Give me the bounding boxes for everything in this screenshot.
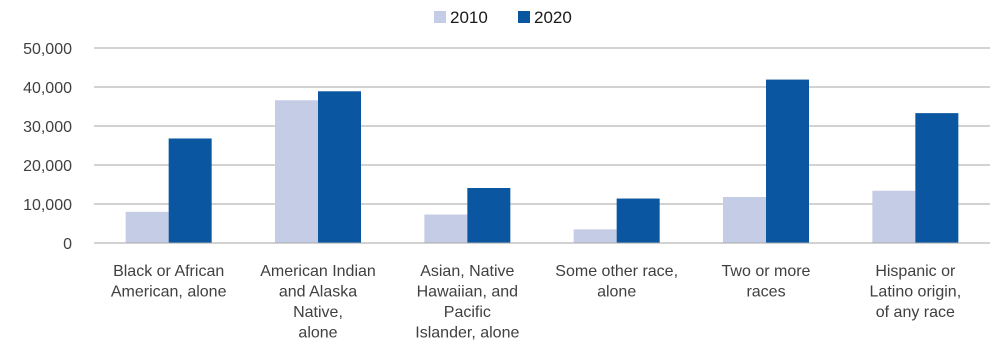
x-category-label: Asian, Native Hawaiian, and Pacific Islande…: [415, 263, 519, 342]
x-category-line: Native,: [293, 304, 343, 321]
x-category-line: Hawaiian, and: [417, 284, 518, 301]
x-category-line: races: [746, 284, 785, 301]
bar-2010-2: [424, 214, 468, 243]
x-category-line: Some other race,: [555, 263, 678, 280]
x-category-label: Some other race, alone: [555, 263, 678, 301]
x-category-line: American, alone: [111, 284, 227, 301]
x-category-label: Hispanic or Latino origin, of any race: [870, 263, 962, 321]
y-tick-label: 20,000: [23, 158, 72, 175]
bar-2010-5: [872, 190, 916, 243]
x-category-label: Black or African American, alone: [111, 263, 227, 301]
x-category-line: Pacific: [444, 304, 491, 321]
x-category-line: Latino origin,: [870, 284, 962, 301]
legend-label: 2020: [534, 8, 572, 27]
bar-2020-3: [616, 198, 660, 243]
legend-label: 2010: [450, 8, 488, 27]
bar-2020-0: [168, 138, 212, 243]
x-category-line: Asian, Native: [420, 263, 514, 280]
bar-2010-3: [573, 229, 617, 243]
bar-2010-1: [275, 100, 318, 243]
bar-2010-0: [125, 211, 169, 243]
y-tick-label: 0: [63, 236, 72, 253]
bar-2020-2: [467, 188, 511, 243]
bar-2020-4: [766, 79, 809, 243]
legend-swatch-2010: [434, 11, 446, 23]
x-category-line: alone: [298, 325, 337, 342]
x-category-line: Black or African: [113, 263, 224, 280]
x-category-line: Two or more: [722, 263, 811, 280]
x-category-line: and Alaska: [279, 284, 357, 301]
x-category-line: of any race: [876, 304, 955, 321]
y-tick-label: 40,000: [23, 80, 72, 97]
y-tick-label: 30,000: [23, 119, 72, 136]
bar-2010-4: [723, 196, 766, 243]
y-tick-label: 10,000: [23, 197, 72, 214]
bar-2020-1: [318, 91, 361, 243]
legend-swatch-2020: [518, 11, 530, 23]
x-category-label: Two or more races: [722, 263, 811, 301]
x-category-line: Islander, alone: [415, 325, 519, 342]
x-category-line: American Indian: [260, 263, 376, 280]
bar-2020-5: [915, 113, 959, 243]
x-category-line: alone: [597, 284, 636, 301]
x-category-label: American Indian and Alaska Native, alone: [260, 263, 376, 342]
x-category-line: Hispanic or: [875, 263, 956, 280]
y-tick-label: 50,000: [23, 41, 72, 58]
